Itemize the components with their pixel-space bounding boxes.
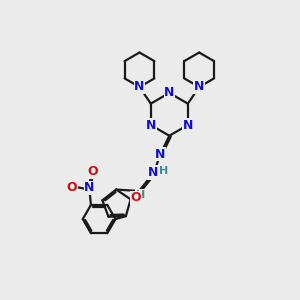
Text: N: N [194, 80, 204, 94]
Text: N: N [84, 182, 94, 194]
Text: N: N [164, 86, 175, 99]
Text: N: N [155, 148, 166, 161]
Text: N: N [134, 80, 145, 94]
Text: H: H [159, 167, 168, 176]
Text: N: N [146, 118, 156, 131]
Text: N: N [183, 118, 193, 131]
Text: O: O [131, 191, 141, 204]
Text: N: N [148, 166, 158, 179]
Text: H: H [136, 190, 145, 200]
Text: O: O [88, 165, 98, 178]
Text: O: O [67, 181, 77, 194]
